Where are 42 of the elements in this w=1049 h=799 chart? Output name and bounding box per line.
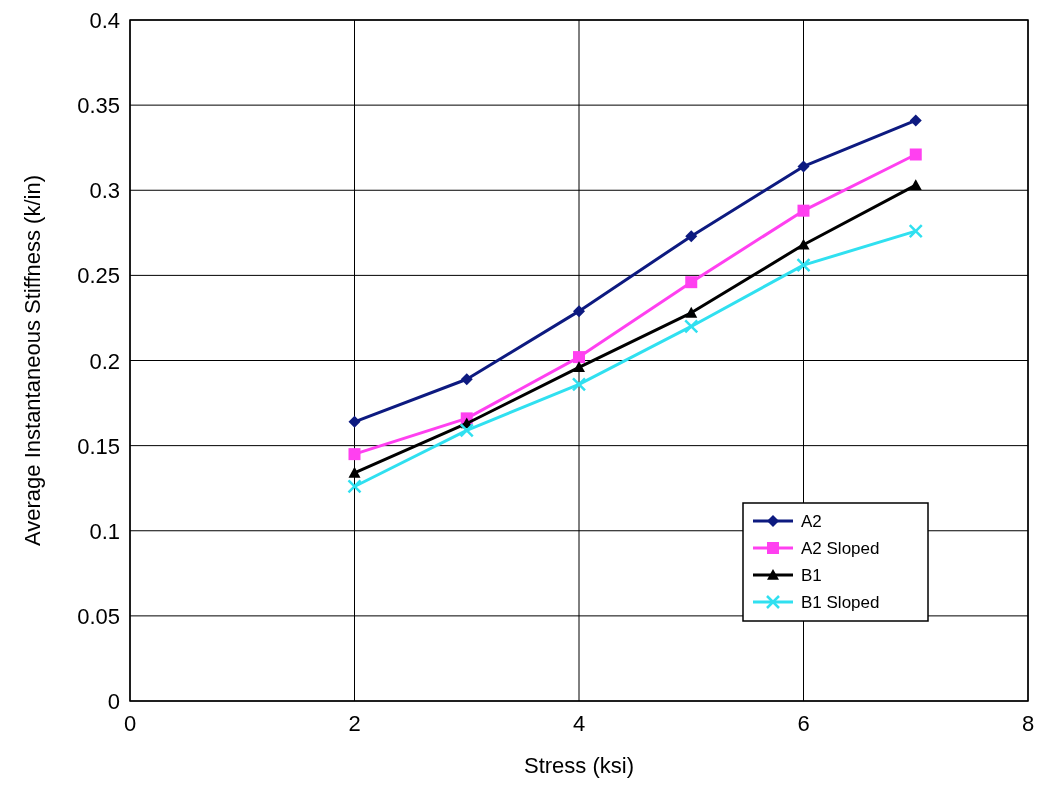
- y-axis-title: Average Instantaneous Stiffness (k/in): [20, 175, 45, 546]
- y-tick-label: 0.3: [89, 178, 120, 204]
- legend-label: A2: [801, 512, 822, 531]
- point: [459, 423, 474, 438]
- point: [348, 415, 361, 428]
- point: [684, 319, 699, 334]
- legend-label: B1 Sloped: [801, 593, 880, 612]
- legend-label: A2 Sloped: [801, 539, 880, 558]
- y-tick-label: 0.25: [77, 263, 120, 289]
- point: [909, 148, 922, 161]
- point: [348, 466, 361, 478]
- x-tick-label: 4: [572, 711, 586, 736]
- y-tick-label: 0.4: [89, 8, 120, 33]
- x-tick-label: 2: [348, 711, 361, 736]
- x-tick-label: 0: [123, 711, 137, 736]
- point: [908, 223, 923, 239]
- point: [909, 114, 922, 127]
- point: [573, 305, 585, 318]
- legend-label: B1: [801, 566, 822, 585]
- point: [685, 306, 698, 318]
- y-tick-label: 0.15: [77, 433, 120, 459]
- point: [797, 238, 810, 250]
- y-tick-label: 0.05: [77, 603, 120, 629]
- point: [796, 257, 811, 273]
- point: [797, 204, 810, 217]
- y-tick-label: 0: [107, 689, 120, 714]
- point: [571, 377, 587, 392]
- x-tick-label: 8: [1021, 711, 1035, 736]
- point: [347, 479, 362, 494]
- x-axis-title: Stress (ksi): [524, 753, 634, 778]
- x-tick-label: 6: [797, 711, 810, 736]
- point: [348, 448, 361, 461]
- y-tick-label: 0.1: [89, 518, 120, 544]
- point: [797, 160, 810, 173]
- y-tick-label: 0.2: [89, 348, 120, 374]
- point: [685, 276, 698, 289]
- y-tick-label: 0.35: [77, 93, 120, 119]
- point: [573, 351, 585, 364]
- point: [573, 361, 585, 373]
- point: [685, 230, 698, 243]
- point: [460, 373, 473, 386]
- point: [909, 179, 922, 190]
